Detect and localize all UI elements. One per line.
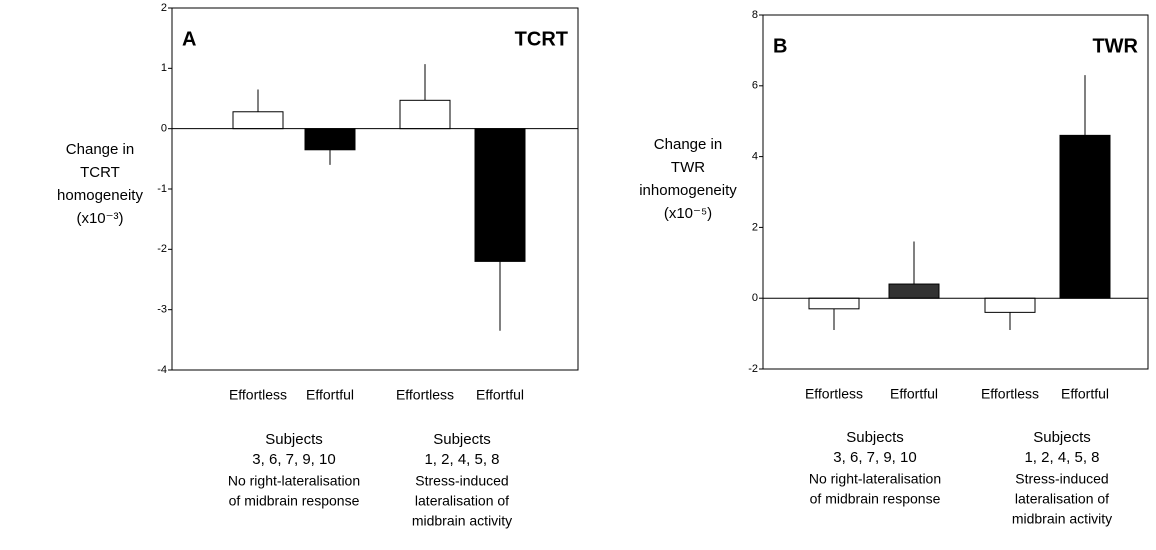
x-tick-label: Effortless [229, 387, 287, 403]
group-label: Stress-induced [1015, 471, 1108, 487]
group-label: 1, 2, 4, 5, 8 [424, 451, 499, 468]
y-tick-label: 0 [161, 123, 167, 135]
group-label: of midbrain response [810, 491, 941, 507]
y-axis-label: Change in [66, 141, 134, 158]
y-tick-label: 8 [752, 9, 758, 21]
panel-letter: B [773, 35, 787, 57]
y-tick-label: 6 [752, 80, 758, 92]
y-tick-label: -2 [157, 243, 167, 255]
y-tick-label: -3 [157, 304, 167, 316]
y-tick-label: 2 [752, 221, 758, 233]
group-label: lateralisation of [1015, 491, 1109, 507]
plot-frame [762, 14, 1149, 370]
y-tick-label: -1 [157, 183, 167, 195]
x-tick-label: Effortless [396, 387, 454, 403]
x-tick-label: Effortless [981, 386, 1039, 402]
group-label: No right-lateralisation [228, 473, 360, 489]
group-label: of midbrain response [229, 493, 360, 509]
x-tick-label: Effortless [805, 386, 863, 402]
y-tick-label: 2 [161, 2, 167, 14]
group-label: 3, 6, 7, 9, 10 [252, 451, 335, 468]
group-label: midbrain activity [1012, 511, 1112, 527]
group-label: lateralisation of [415, 493, 509, 509]
x-tick-label: Effortful [306, 387, 354, 403]
group-label: Stress-induced [415, 473, 508, 489]
bar [474, 128, 526, 262]
group-label: Subjects [846, 429, 904, 446]
group-label: Subjects [1033, 429, 1091, 446]
bar [1059, 134, 1111, 299]
y-tick-label: 1 [161, 62, 167, 74]
group-label: midbrain activity [412, 513, 512, 529]
y-axis-label: TCRT [80, 164, 120, 181]
group-label: 3, 6, 7, 9, 10 [833, 449, 916, 466]
y-axis-label: Change in [654, 136, 722, 153]
y-tick-label: 0 [752, 292, 758, 304]
panel-title: TWR [1092, 35, 1138, 57]
panel-letter: A [182, 28, 196, 50]
y-tick-label: -2 [748, 363, 758, 375]
bar [232, 111, 284, 130]
y-tick-label: 4 [752, 151, 758, 163]
group-label: Subjects [433, 431, 491, 448]
y-tick-label: -4 [157, 364, 167, 376]
bar [399, 99, 451, 130]
bar [304, 128, 356, 151]
y-axis-label: homogeneity [57, 187, 143, 204]
x-tick-label: Effortful [890, 386, 938, 402]
y-axis-label: (x10⁻⁵) [664, 205, 712, 222]
bar [808, 297, 860, 310]
bar [984, 297, 1036, 313]
group-label: Subjects [265, 431, 323, 448]
x-tick-label: Effortful [476, 387, 524, 403]
panel-title: TCRT [515, 28, 568, 50]
group-label: No right-lateralisation [809, 471, 941, 487]
x-tick-label: Effortful [1061, 386, 1109, 402]
y-axis-label: TWR [671, 159, 705, 176]
group-label: 1, 2, 4, 5, 8 [1024, 449, 1099, 466]
y-axis-label: inhomogeneity [639, 182, 737, 199]
bar [888, 283, 940, 299]
y-axis-label: (x10⁻³) [76, 210, 123, 227]
